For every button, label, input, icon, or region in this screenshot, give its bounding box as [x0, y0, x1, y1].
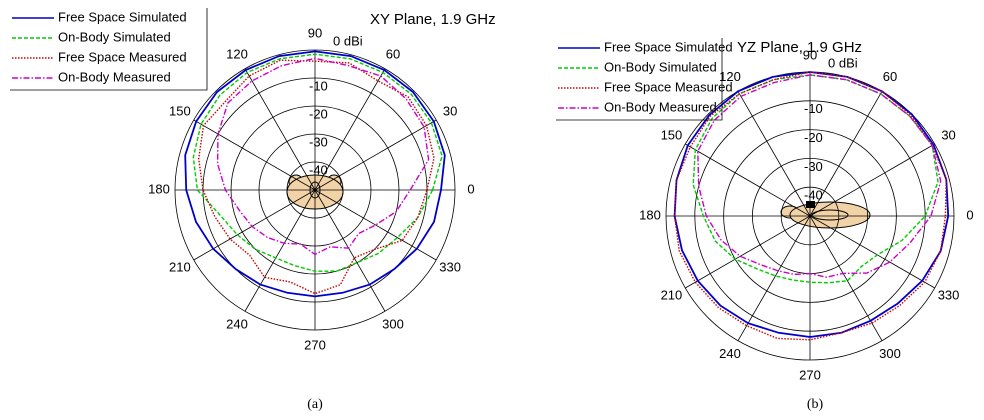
radial-label: -20: [309, 106, 328, 121]
angle-label: 270: [799, 367, 821, 382]
angle-label: 0: [966, 207, 973, 222]
legend-label: On-Body Measured: [604, 99, 717, 114]
polar-chart: 0 30 60 90 120 150 180 210 240 270 300 330 0 dBi -10 -…: [10, 8, 496, 412]
grid-spoke: [810, 216, 935, 288]
chart-title: XY Plane, 1.9 GHz: [370, 11, 496, 28]
angle-label: 300: [382, 317, 404, 332]
legend-label: On-Body Simulated: [604, 59, 717, 74]
angle-label: 330: [439, 259, 461, 274]
angle-label: 210: [661, 287, 683, 302]
angle-label: 270: [304, 337, 326, 352]
legend-label: Free Space Measured: [58, 49, 187, 64]
angle-label: 240: [226, 317, 248, 332]
grid-spoke: [685, 216, 810, 288]
angle-label: 180: [639, 207, 661, 222]
radial-label: -10: [804, 101, 823, 116]
radial-label: -30: [804, 159, 823, 174]
radial-label: 0 dBi: [828, 55, 858, 70]
grid-spoke: [194, 120, 315, 190]
angle-label: 210: [169, 259, 191, 274]
chart-title: YZ Plane, 1.9 GHz: [737, 39, 862, 56]
angle-label: 30: [443, 103, 457, 118]
legend-label: Free Space Simulated: [58, 9, 187, 24]
caption: (a): [307, 397, 323, 412]
radial-label: -30: [309, 134, 328, 149]
angle-label: 30: [941, 127, 955, 142]
grid-spoke: [738, 91, 810, 216]
legend: Free Space Simulated On-Body Simulated Fre…: [10, 8, 207, 90]
legend-label: On-Body Measured: [58, 69, 171, 84]
radial-label: 0 dBi: [333, 33, 363, 48]
angle-label: 300: [879, 346, 901, 361]
legend-label: On-Body Simulated: [58, 29, 171, 44]
caption: (b): [807, 397, 824, 412]
legend-label: Free Space Measured: [604, 79, 733, 94]
angle-label: 150: [169, 103, 191, 118]
body-icon: [781, 201, 870, 228]
angle-label: 330: [938, 287, 960, 302]
radial-label: -20: [804, 130, 823, 145]
grid-spoke: [194, 190, 315, 260]
angle-label: 90: [308, 25, 322, 40]
angle-label: 240: [719, 346, 741, 361]
angle-label: 0: [467, 181, 474, 196]
grid-spoke: [315, 190, 385, 311]
grid-spoke: [738, 216, 810, 341]
grid-spoke: [245, 69, 315, 190]
radial-label: -40: [309, 162, 328, 177]
legend-label: Free Space Simulated: [604, 39, 733, 54]
legend: Free Space Simulated On-Body Simulated Fre…: [556, 38, 733, 120]
angle-label: 120: [226, 46, 248, 61]
angle-label: 60: [883, 69, 897, 84]
grid-spoke: [315, 120, 436, 190]
angle-label: 150: [661, 127, 683, 142]
grid-spoke: [810, 144, 935, 216]
grid-spoke: [245, 190, 315, 311]
figure: 03060901201501802102402703003300 dBi-10-…: [0, 0, 984, 420]
radial-label: -10: [309, 78, 328, 93]
angle-label: 60: [386, 46, 400, 61]
grid-spoke: [810, 216, 882, 341]
angle-label: 180: [148, 181, 170, 196]
radial-label: -40: [804, 188, 823, 203]
